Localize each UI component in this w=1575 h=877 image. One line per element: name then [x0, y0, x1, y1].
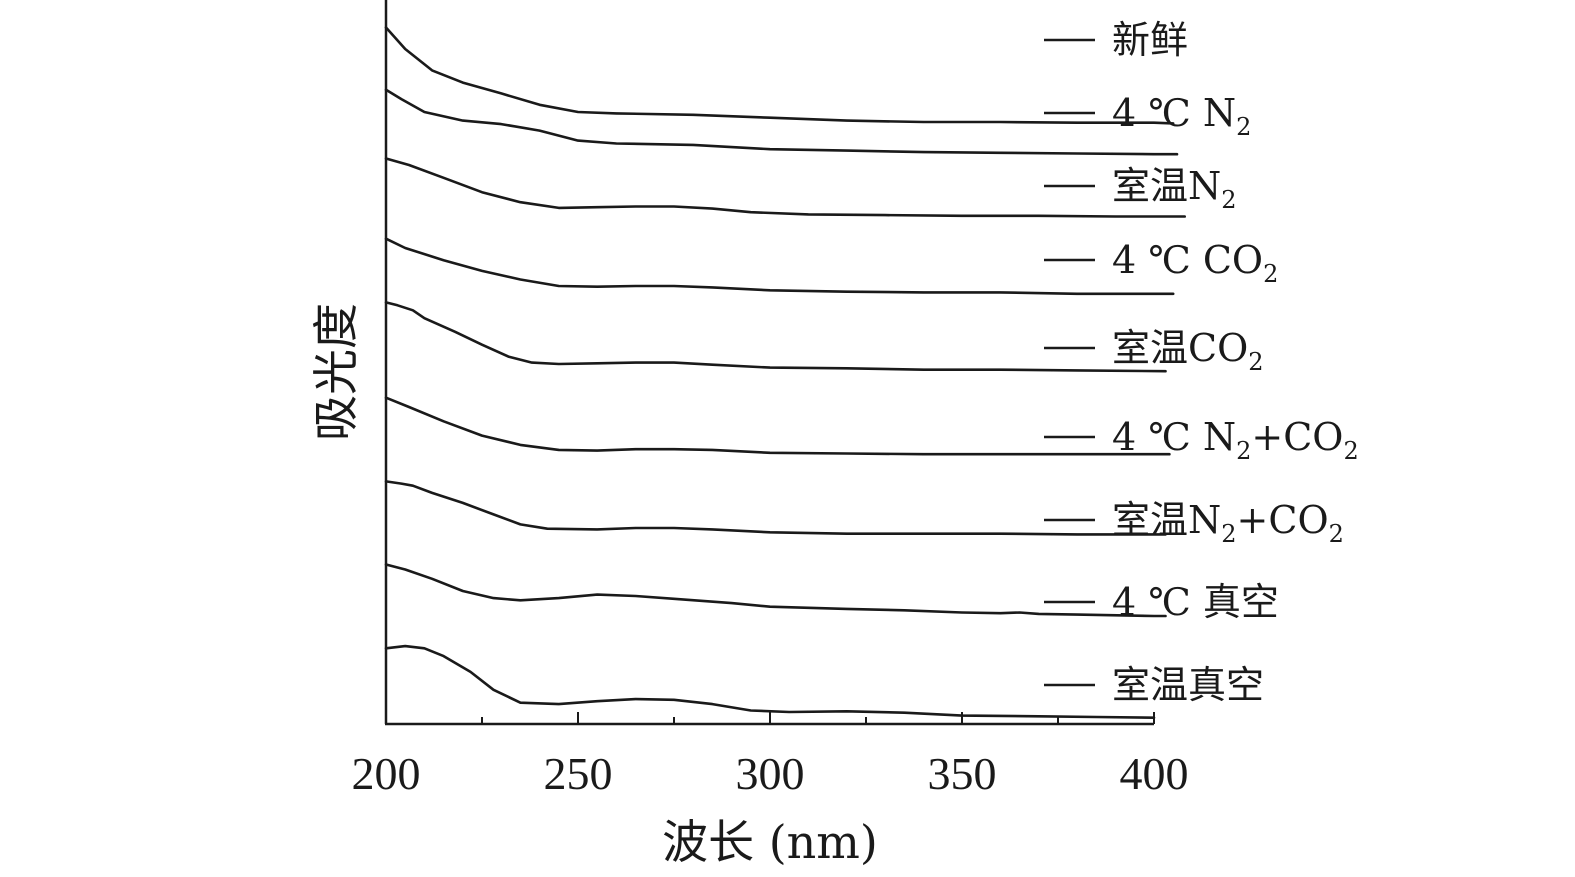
legend: 新鲜 4 ℃ N2 室温N2 4 ℃ CO2 室温CO2 4 ℃ N2+CO2 室温N2+C… [1044, 18, 1359, 707]
series-line-1 [384, 26, 1175, 125]
legend-entry-3: 室温N2 [1044, 164, 1237, 214]
x-axis-label: 波长 (nm) [662, 815, 878, 869]
series-line-8 [384, 563, 1167, 618]
x-tick-label: 350 [928, 748, 997, 799]
x-tick-label: 250 [544, 748, 613, 799]
series-line-2 [384, 88, 1179, 156]
x-tick-label: 200 [352, 748, 421, 799]
legend-label: 新鲜 [1112, 18, 1188, 62]
legend-entry-6: 4 ℃ N2+CO2 [1044, 415, 1359, 465]
legend-label: 4 ℃ N2 [1112, 91, 1251, 141]
series-line-7 [384, 480, 1167, 536]
legend-label: 室温N2 [1112, 164, 1237, 214]
series-line-6 [384, 396, 1171, 456]
legend-entry-4: 4 ℃ CO2 [1044, 238, 1278, 288]
curves [384, 26, 1186, 719]
y-axis-label: 吸光度 [309, 303, 363, 441]
legend-entry-2: 4 ℃ N2 [1044, 91, 1251, 141]
legend-label: 4 ℃ CO2 [1112, 238, 1278, 288]
legend-entry-9: 室温真空 [1044, 663, 1264, 707]
legend-entry-8: 4 ℃ 真空 [1044, 580, 1279, 624]
legend-label: 室温CO2 [1112, 326, 1264, 376]
series-line-5 [384, 301, 1167, 373]
x-tick-label: 300 [736, 748, 805, 799]
x-ticks: 200 250 300 350 400 [352, 712, 1189, 799]
series-line-4 [384, 237, 1175, 296]
legend-label: 室温真空 [1112, 663, 1264, 707]
legend-label: 4 ℃ 真空 [1112, 580, 1279, 624]
legend-label: 4 ℃ N2+CO2 [1112, 415, 1359, 465]
series-line-3 [384, 157, 1186, 218]
legend-entry-1: 新鲜 [1044, 18, 1188, 62]
legend-label: 室温N2+CO2 [1112, 498, 1344, 548]
x-tick-label: 400 [1120, 748, 1189, 799]
legend-entry-7: 室温N2+CO2 [1044, 498, 1344, 548]
axes [384, 0, 1154, 726]
legend-entry-5: 室温CO2 [1044, 326, 1264, 376]
series-line-9 [384, 644, 1156, 719]
